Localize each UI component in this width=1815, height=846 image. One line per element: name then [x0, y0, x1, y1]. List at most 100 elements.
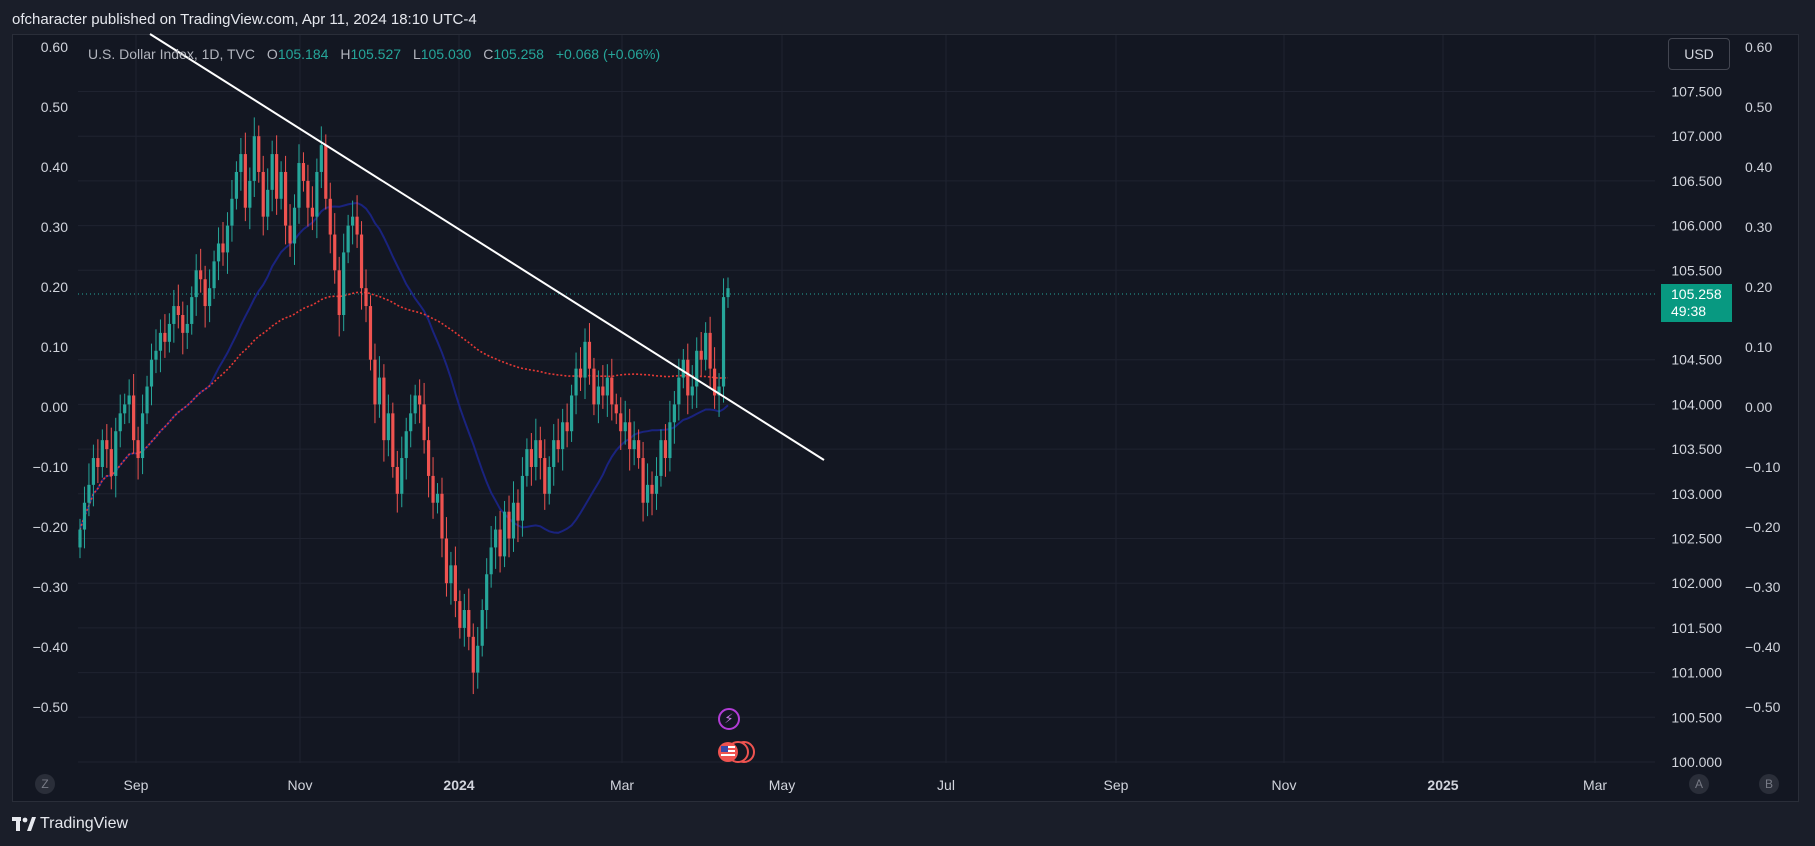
candle-body	[494, 529, 498, 548]
left-axis-tick: 0.50	[41, 99, 68, 115]
moving-average-slow	[79, 291, 729, 530]
candle-body	[717, 386, 721, 396]
candle-body	[346, 225, 350, 253]
candle-body	[292, 207, 297, 244]
candle-body	[516, 502, 520, 521]
candle-body	[391, 413, 395, 467]
candle-body	[266, 189, 270, 217]
footer-brand[interactable]: TradingView	[12, 815, 128, 833]
last-price-tag: 105.258 49:38	[1661, 284, 1732, 322]
price-axis-tick: 104.500	[1671, 352, 1722, 368]
price-axis-tick: 105.500	[1671, 262, 1722, 278]
legend-high-value: 105.527	[350, 46, 402, 62]
candle-body	[297, 163, 301, 208]
price-axis-tick: 107.500	[1671, 84, 1722, 100]
candle-body	[118, 413, 122, 432]
candle-body	[221, 243, 225, 253]
candle-body	[578, 368, 583, 378]
auto-scale-button[interactable]: A	[1689, 774, 1709, 794]
candle-body	[216, 243, 221, 262]
candle-body	[288, 225, 292, 244]
candle-body	[78, 529, 82, 548]
candle-body	[507, 511, 511, 539]
right-axis-tick: −0.20	[1745, 519, 1781, 535]
candle-body	[203, 279, 207, 307]
right-axis-tick: −0.50	[1745, 699, 1781, 715]
candle-body	[695, 350, 699, 387]
candle-body	[132, 395, 136, 441]
legend-low-value: 105.030	[420, 46, 472, 62]
candle-body	[194, 270, 198, 298]
candle-body	[337, 270, 341, 315]
candle-body	[96, 458, 100, 467]
candle-body	[368, 306, 373, 360]
candle-body	[632, 440, 636, 450]
time-axis: Sep Nov 2024 Mar May Jul Sep Nov 2025 Mar	[124, 777, 1608, 793]
price-axis-tick: 102.500	[1671, 531, 1722, 547]
candle-body	[105, 440, 109, 450]
symbol-legend: U.S. Dollar Index, 1D, TVC O105.184 H105…	[88, 46, 660, 62]
us-flag-icon[interactable]	[716, 740, 756, 764]
candle-body	[158, 332, 163, 351]
candle-body	[440, 493, 444, 539]
candle-body	[601, 386, 605, 396]
candle-body	[628, 422, 632, 450]
candle-body	[261, 171, 265, 217]
candle-body	[534, 440, 538, 467]
left-axis: 0.60 0.50 0.40 0.30 0.20 0.10 0.00 −0.10 −0.20 −0…	[33, 39, 69, 715]
candle-body	[328, 198, 332, 235]
candle-body	[100, 440, 104, 467]
candle-body	[485, 574, 489, 611]
right-axis-tick: 0.50	[1745, 99, 1772, 115]
price-axis-tick: 106.500	[1671, 173, 1722, 189]
candle-body	[91, 458, 96, 485]
candle-body	[645, 484, 650, 503]
candle-body	[342, 252, 346, 315]
zoom-reset-button[interactable]: Z	[35, 774, 55, 794]
time-axis-tick: 2025	[1427, 777, 1458, 793]
time-axis-tick: May	[769, 777, 795, 793]
right-axis-tick: 0.10	[1745, 339, 1772, 355]
candle-body	[569, 395, 574, 432]
candle-body	[359, 234, 364, 289]
candle-body	[458, 601, 462, 628]
left-axis-tick: 0.60	[41, 39, 68, 55]
candle-body	[181, 315, 185, 333]
left-axis-tick: 0.40	[41, 159, 68, 175]
candle-body	[712, 368, 717, 396]
candle-body	[82, 502, 87, 530]
candle-body	[283, 171, 288, 226]
candle-body	[208, 288, 212, 307]
candle-body	[704, 332, 708, 360]
currency-button[interactable]: USD	[1668, 38, 1730, 70]
legend-close-value: 105.258	[493, 46, 544, 62]
log-scale-button[interactable]: B	[1759, 774, 1779, 794]
candlestick-series	[78, 117, 730, 695]
time-axis-tick: Sep	[1104, 777, 1129, 793]
candle-body	[163, 332, 167, 342]
price-axis-tick: 103.000	[1671, 486, 1722, 502]
left-axis-tick: −0.30	[33, 579, 69, 595]
bar-countdown: 49:38	[1671, 303, 1707, 319]
left-axis-tick: −0.20	[33, 519, 69, 535]
left-axis-tick: −0.10	[33, 459, 69, 475]
candle-body	[114, 431, 118, 476]
candle-body	[225, 225, 230, 253]
candle-body	[382, 377, 386, 441]
candle-body	[172, 306, 176, 324]
chart-panel[interactable]	[12, 34, 1799, 802]
legend-close-label: C	[483, 46, 494, 62]
candle-body	[677, 377, 681, 405]
candle-body	[167, 323, 171, 342]
candle-body	[574, 368, 578, 396]
candle-body	[355, 216, 359, 235]
candle-body	[690, 386, 694, 396]
candle-body	[301, 163, 306, 181]
candle-body	[637, 440, 641, 459]
trendline[interactable]	[149, 33, 825, 461]
candle-body	[552, 440, 556, 467]
candle-body	[449, 565, 453, 584]
candle-body	[324, 145, 328, 199]
lightning-icon[interactable]: ⚡	[718, 708, 740, 730]
